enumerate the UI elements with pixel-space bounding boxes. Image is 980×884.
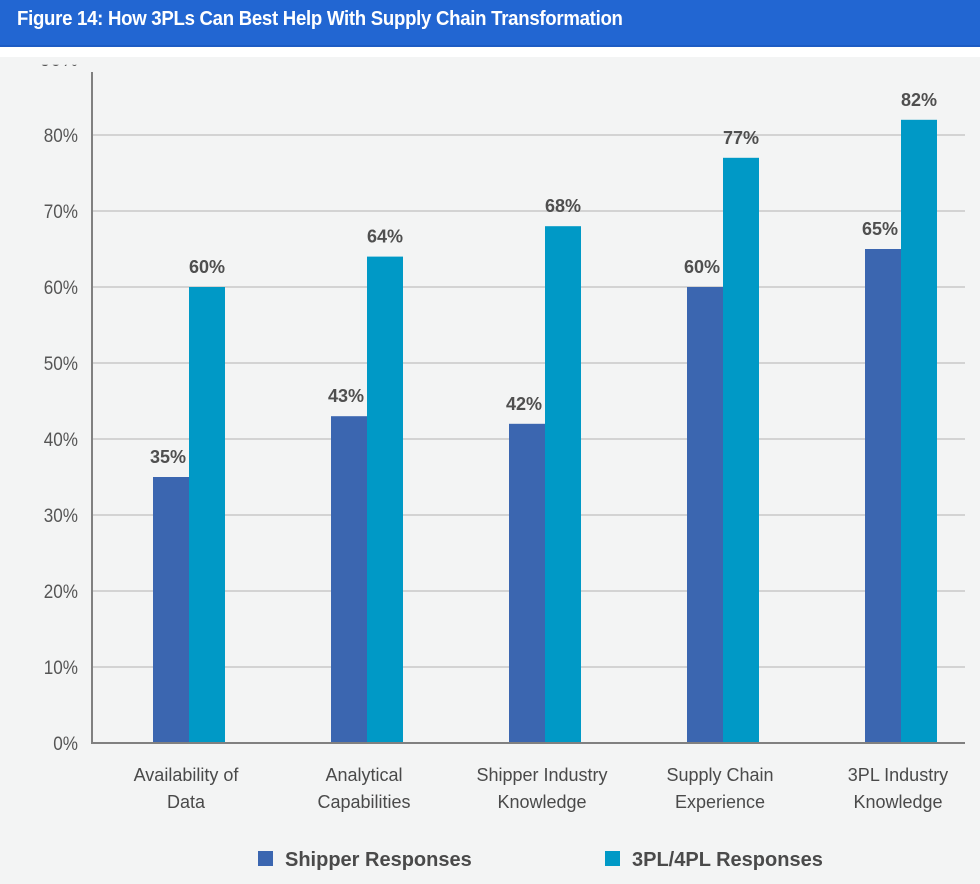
x-category-label: Shipper Industry: [476, 765, 607, 785]
y-tick-label: 0%: [53, 733, 78, 754]
x-category-label: Supply Chain: [666, 765, 773, 785]
legend-label: Shipper Responses: [285, 849, 472, 871]
gridlines: [92, 134, 965, 668]
data-label: 42%: [506, 394, 542, 414]
x-category-labels: Availability of Data Analytical Capabilitie…: [134, 765, 949, 812]
data-label: 77%: [723, 128, 759, 148]
bar-shipper: [153, 477, 189, 743]
data-label: 65%: [862, 219, 898, 239]
bar-3pl-4pl: [367, 256, 403, 743]
x-category-label: Knowledge: [853, 792, 942, 812]
x-category-label: Availability of: [134, 765, 240, 785]
x-category-label: Analytical: [325, 765, 402, 785]
y-tick-label: 10%: [44, 657, 78, 678]
bar-3pl-4pl: [545, 226, 581, 743]
y-tick-label: 80%: [44, 125, 78, 146]
data-labels: 35% 60% 43% 64% 42% 68% 60% 77% 65% 82%: [150, 90, 937, 467]
bar-3pl-4pl: [723, 157, 759, 744]
data-label: 35%: [150, 447, 186, 467]
x-category-label: Capabilities: [317, 792, 410, 812]
y-tick-label: 40%: [44, 429, 78, 450]
y-tick-label: 20%: [44, 581, 78, 602]
data-label: 68%: [545, 196, 581, 216]
legend: Shipper Responses 3PL/4PL Responses: [258, 849, 823, 871]
y-tick-labels: 0% 10% 20% 30% 40% 50% 60% 70% 80% 90%: [40, 50, 78, 754]
data-label: 60%: [189, 257, 225, 277]
bar-3pl-4pl: [189, 287, 225, 743]
figure-header: Figure 14: How 3PLs Can Best Help With S…: [0, 0, 980, 47]
data-label: 60%: [684, 257, 720, 277]
bar-shipper: [687, 287, 723, 743]
legend-item-shipper: Shipper Responses: [258, 849, 472, 871]
bar-shipper: [509, 423, 545, 743]
bars: [153, 119, 937, 744]
bar-shipper: [331, 416, 367, 743]
bar-shipper: [865, 249, 901, 743]
header-divider: [0, 47, 980, 57]
data-label: 43%: [328, 386, 364, 406]
x-category-label: Knowledge: [497, 792, 586, 812]
legend-label: 3PL/4PL Responses: [632, 849, 823, 871]
x-category-label: Experience: [675, 792, 765, 812]
bar-3pl-4pl: [901, 119, 937, 744]
y-tick-label: 60%: [44, 277, 78, 298]
axes: [91, 72, 965, 744]
y-tick-label: 30%: [44, 505, 78, 526]
legend-swatch: [605, 851, 620, 866]
legend-item-3pl-4pl: 3PL/4PL Responses: [605, 849, 823, 871]
x-category-label: 3PL Industry: [848, 765, 948, 785]
legend-swatch: [258, 851, 273, 866]
x-category-label: Data: [167, 792, 206, 812]
y-tick-label: 70%: [44, 201, 78, 222]
y-tick-label: 50%: [44, 353, 78, 374]
figure-title: Figure 14: How 3PLs Can Best Help With S…: [17, 8, 623, 30]
y-tick-label-clipped: 90%: [40, 50, 78, 71]
data-label: 82%: [901, 90, 937, 110]
data-label: 64%: [367, 227, 403, 247]
